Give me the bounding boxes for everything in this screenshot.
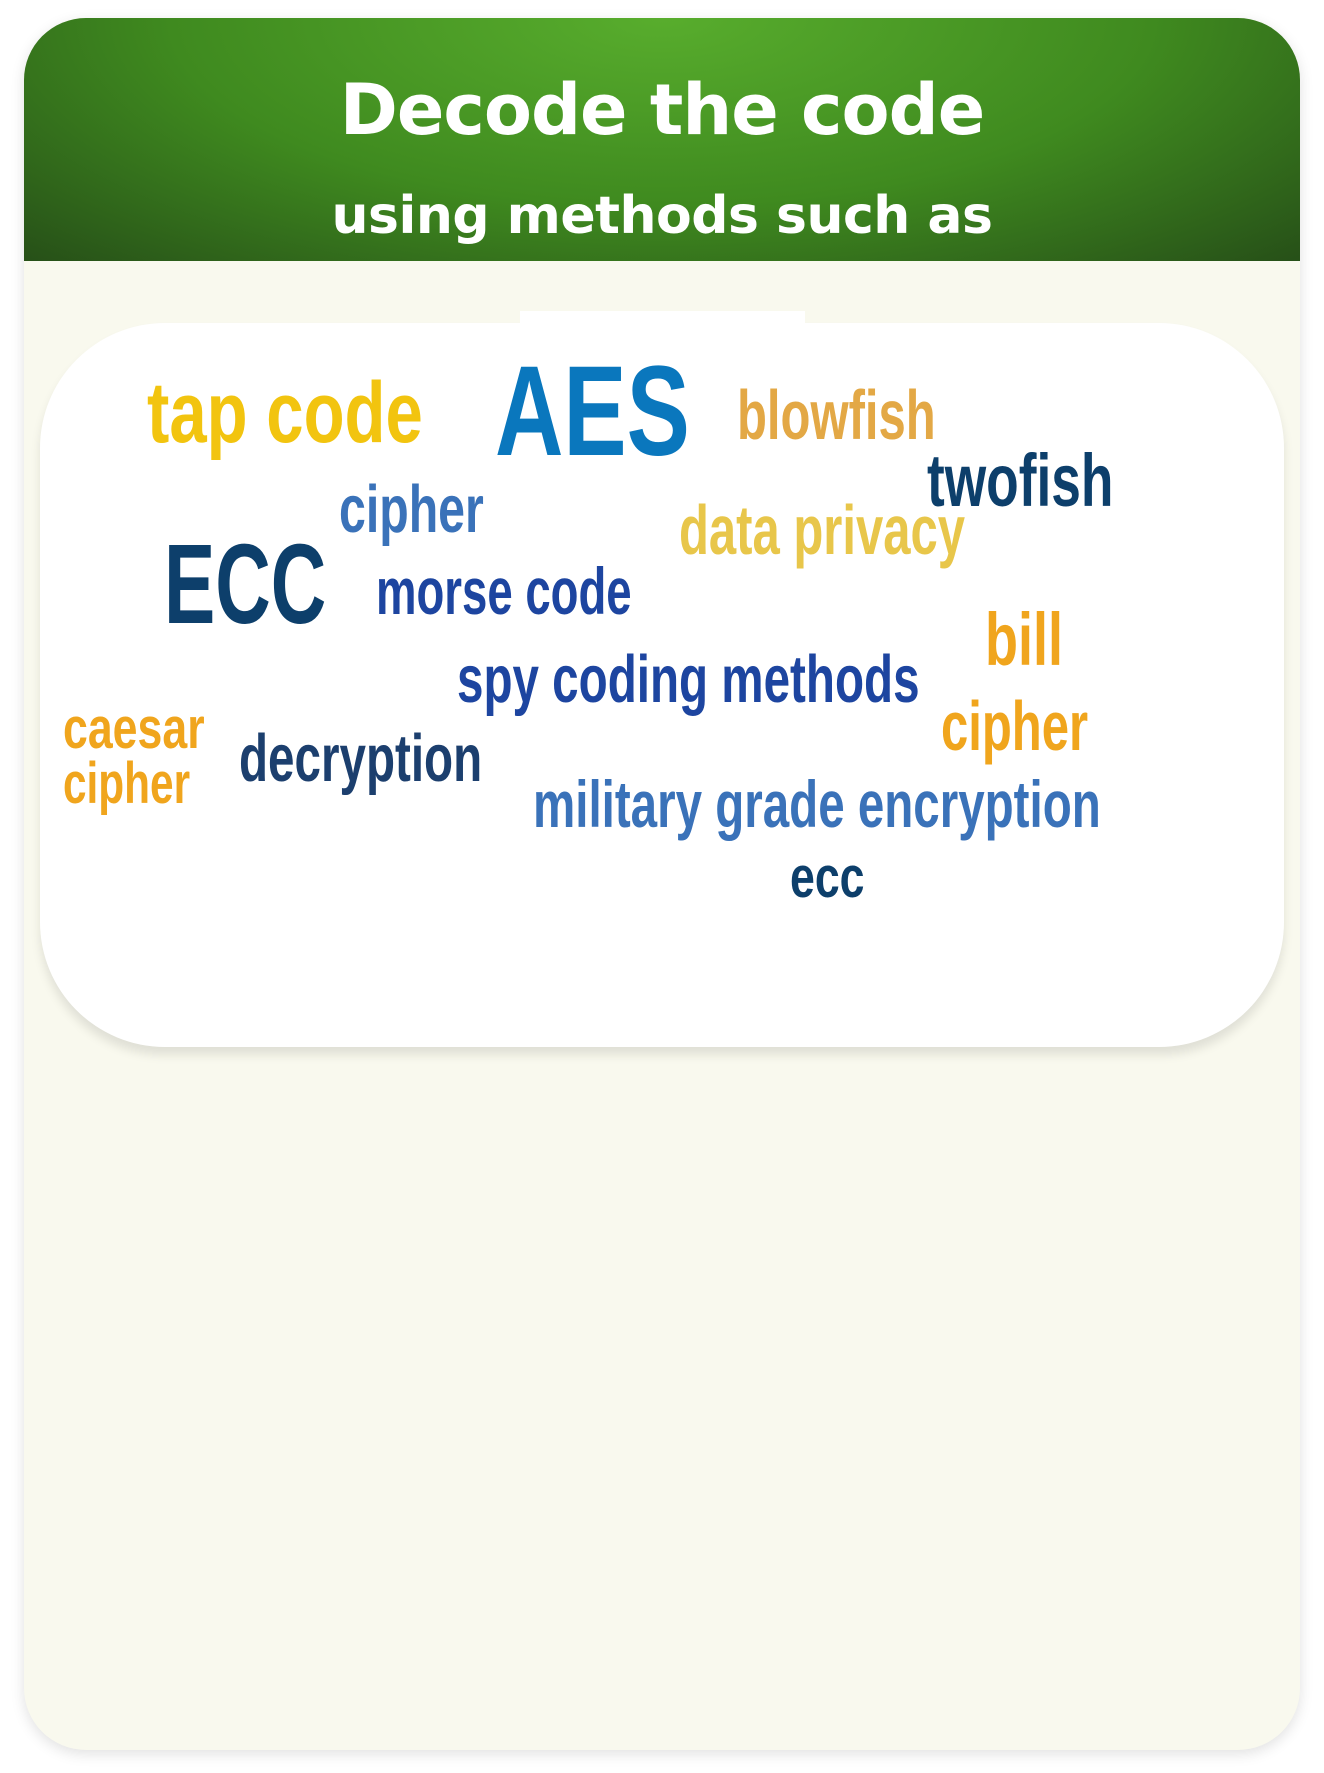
page-subtitle: using methods such as	[331, 186, 993, 246]
word-morse-code: morse code	[376, 554, 632, 628]
word-cipher-blue: cipher	[339, 472, 484, 547]
panel-tab	[520, 311, 805, 341]
word-military-grade-encryption: military grade encryption	[533, 767, 1101, 841]
word-spy-coding-methods: spy coding methods	[457, 642, 920, 717]
word-decryption: decryption	[239, 721, 483, 796]
word-ecc-large: ECC	[164, 521, 327, 647]
word-data-privacy: data privacy	[679, 491, 965, 569]
header-banner: Decode the code using methods such as	[24, 18, 1300, 261]
word-tap-code: tap code	[147, 365, 423, 461]
word-cipher-bill: cipher	[941, 687, 1089, 765]
word-bill: bill	[985, 598, 1064, 681]
word-cloud-panel: tap code AES blowfish twofish cipher dat…	[40, 311, 1284, 1047]
word-ecc-small: ecc	[790, 845, 865, 910]
word-caesar: caesar	[63, 696, 205, 761]
card: Decode the code using methods such as ta…	[24, 18, 1300, 1750]
word-twofish: twofish	[927, 439, 1114, 522]
word-blowfish: blowfish	[737, 376, 936, 454]
word-cipher-caesar: cipher	[63, 751, 191, 816]
page-title: Decode the code	[339, 69, 985, 151]
word-aes: AES	[495, 340, 690, 483]
